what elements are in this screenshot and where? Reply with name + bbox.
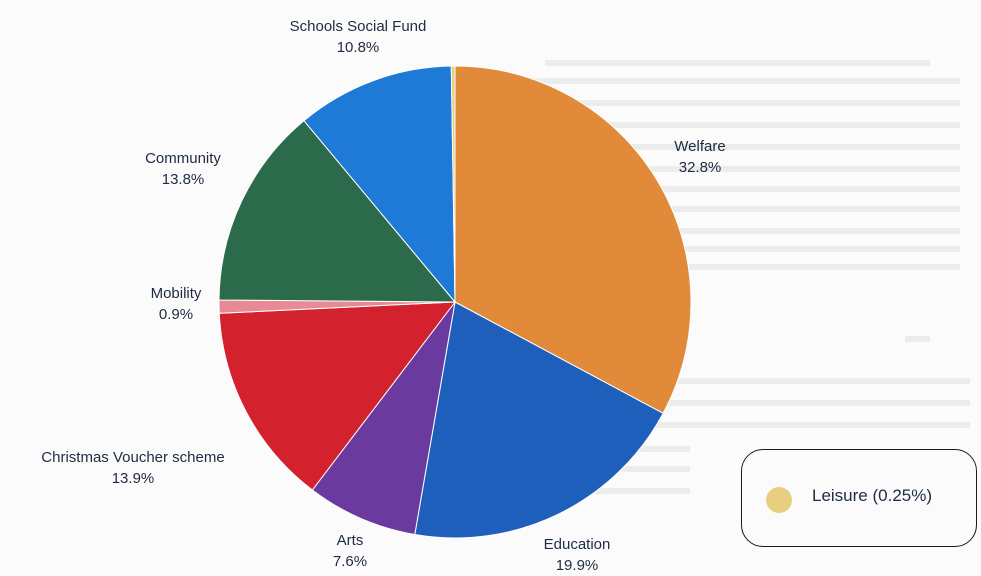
faint-background-line: [420, 78, 960, 84]
slice-label-name: Community: [145, 150, 221, 167]
slice-label-value: 7.6%: [332, 553, 368, 570]
slice-label-value: 13.8%: [161, 171, 205, 188]
slice-label-name: Arts: [336, 532, 364, 549]
slice-label-welfare: Welfare 32.8%: [674, 136, 725, 178]
pie-slice-community: [218, 119, 457, 303]
pie-slice-leisure: [450, 65, 456, 303]
faint-background-line: [415, 186, 960, 192]
slice-label-community: Community 13.8%: [145, 148, 221, 190]
legend: Leisure (0.25%): [741, 449, 977, 547]
slice-label-name: Schools Social Fund: [289, 18, 427, 35]
faint-background-line: [418, 400, 970, 406]
slice-label-christmas-voucher-scheme: Christmas Voucher scheme 13.9%: [41, 447, 224, 489]
slice-label-value: 32.8%: [678, 159, 722, 176]
pie-slice-christmas-voucher-scheme: [218, 301, 457, 491]
slice-label-value: 0.9%: [158, 306, 194, 323]
faint-background-line: [418, 422, 970, 428]
slice-label-value: 19.9%: [555, 557, 599, 574]
faint-background-line: [415, 122, 960, 128]
slice-label-schools-social-fund: Schools Social Fund 10.8%: [290, 16, 427, 58]
faint-background-line: [415, 228, 960, 234]
faint-background-line: [415, 144, 960, 150]
slice-label-mobility: Mobility 0.9%: [151, 283, 202, 325]
slice-label-education: Education 19.9%: [544, 534, 611, 576]
slice-label-value: 13.9%: [111, 470, 155, 487]
slice-label-name: Education: [543, 536, 611, 553]
faint-background-line: [545, 60, 930, 66]
faint-background-line: [415, 100, 960, 106]
slice-label-value: 10.8%: [336, 39, 380, 56]
faint-background-line: [415, 166, 960, 172]
pie-slice-arts: [311, 301, 456, 536]
slice-label-name: Christmas Voucher scheme: [41, 449, 225, 466]
pie-slice-education: [414, 301, 664, 539]
faint-background-line: [418, 378, 970, 384]
pie-slice-welfare: [454, 65, 692, 414]
faint-background-line: [415, 246, 960, 252]
faint-background-line: [905, 336, 930, 342]
legend-label-leisure: Leisure (0.25%): [812, 486, 933, 505]
faint-background-line: [415, 206, 960, 212]
slice-label-name: Welfare: [674, 138, 726, 155]
legend-swatch-leisure: [766, 487, 792, 513]
slice-label-arts: Arts 7.6%: [333, 530, 367, 572]
slice-label-name: Mobility: [150, 285, 202, 302]
pie-slice-schools-social-fund: [303, 65, 456, 304]
